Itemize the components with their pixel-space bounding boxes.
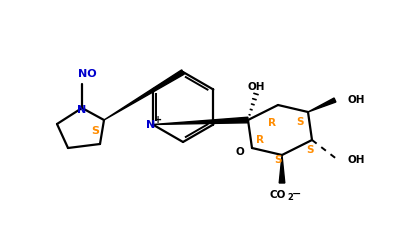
Text: OH: OH (247, 82, 265, 92)
Text: −: − (292, 189, 302, 199)
Polygon shape (104, 70, 184, 120)
Text: +: + (154, 115, 162, 124)
Text: OH: OH (348, 155, 365, 165)
Text: S: S (91, 126, 99, 136)
Text: N: N (146, 120, 155, 129)
Text: R: R (256, 135, 264, 145)
Text: N: N (77, 105, 87, 115)
Polygon shape (308, 98, 336, 112)
Text: CO: CO (270, 190, 286, 200)
Text: R: R (268, 118, 276, 128)
Text: 2: 2 (287, 192, 293, 202)
Polygon shape (279, 155, 285, 183)
Text: NO: NO (78, 69, 96, 79)
Text: O: O (236, 147, 244, 157)
Text: S: S (274, 155, 282, 165)
Polygon shape (153, 117, 248, 124)
Text: S: S (306, 145, 314, 155)
Text: OH: OH (347, 95, 365, 105)
Text: S: S (296, 117, 304, 127)
